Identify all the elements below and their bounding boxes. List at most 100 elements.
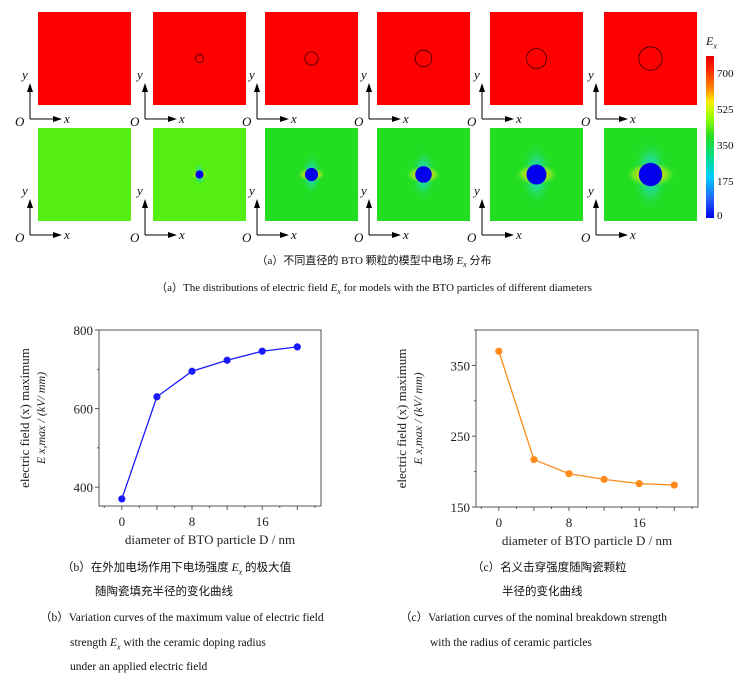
colorbar-label-sub: x <box>713 41 717 51</box>
axis-indicator: y x O <box>347 67 409 129</box>
matrix-region <box>604 12 697 105</box>
field-panel-4 <box>377 128 470 221</box>
plot-frame <box>475 329 699 508</box>
colorbar-label-e: E <box>706 34 714 48</box>
caption-c-zh-line1: （c）名义击穿强度随陶瓷颗粒 <box>472 562 627 574</box>
x-tick-label: 16 <box>256 514 270 529</box>
caption-b-zh-line1: （b）在外加电场作用下电场强度 Ex 的极大值 <box>62 557 291 583</box>
caption-b-en-line1: （b）Variation curves of the maximum value… <box>40 612 324 624</box>
axis-label-origin: O <box>581 230 591 245</box>
model-panel-2 <box>153 12 246 105</box>
x-axis-label: diameter of BTO particle D / nm <box>502 533 672 548</box>
caption-a-zh-suffix: 分布 <box>466 255 492 267</box>
particle-core <box>415 166 432 183</box>
caption-b-en-suffix: with the ceramic doping radius <box>120 637 266 649</box>
axis-label-x: x <box>179 227 185 242</box>
axis-indicator: y x O <box>347 183 409 245</box>
data-point <box>118 495 126 503</box>
x-axis-label: diameter of BTO particle D / nm <box>125 532 295 547</box>
y-tick-label: 600 <box>74 402 94 417</box>
caption-b-zh-line2: 随陶瓷填充半径的变化曲线 <box>95 586 233 598</box>
matrix-region <box>153 12 246 105</box>
particle-outline <box>195 54 204 63</box>
data-point <box>223 356 231 364</box>
y-axis-label-line2: E x,max / (kV/ mm) <box>34 372 48 465</box>
particle-outline <box>304 51 319 66</box>
axis-indicator: y x O <box>8 67 70 129</box>
y-tick-label: 250 <box>451 429 471 444</box>
axis-indicator: y x O <box>574 67 636 129</box>
caption-b-en-line2: strength Ex with the ceramic doping radi… <box>70 632 266 658</box>
colorbar <box>706 56 714 218</box>
particle-core <box>304 167 319 182</box>
data-point <box>530 455 538 464</box>
axis-indicator: y x O <box>123 67 185 129</box>
axis-label-x: x <box>630 227 636 242</box>
y-axis-label-line1: electric field (x) maximum <box>17 348 32 488</box>
caption-a-zh-sub: x <box>463 260 467 270</box>
model-panel-5 <box>490 12 583 105</box>
axis-indicator: y x O <box>8 183 70 245</box>
x-tick-label: 0 <box>119 514 126 529</box>
caption-b-en-sub: x <box>116 642 121 652</box>
axis-indicator: y x O <box>235 183 297 245</box>
axis-label-y: y <box>137 183 143 198</box>
matrix-region <box>38 12 131 105</box>
axis-label-origin: O <box>130 230 140 245</box>
axis-label-origin: O <box>15 114 25 129</box>
field-panel-5 <box>490 128 583 221</box>
data-point <box>153 393 161 401</box>
axis-label-x: x <box>64 111 70 126</box>
colorbar-tick-0: 0 <box>717 210 723 222</box>
y-tick-label: 400 <box>74 480 94 495</box>
axis-label-origin: O <box>242 114 252 129</box>
data-point <box>600 475 608 483</box>
x-tick-label: 0 <box>496 515 503 530</box>
y-tick-label: 800 <box>74 323 94 338</box>
axis-label-y: y <box>22 183 28 198</box>
caption-a-en-sub: x <box>337 287 341 297</box>
data-point <box>495 347 503 355</box>
axis-label-origin: O <box>354 230 364 245</box>
colorbar-tick-175: 175 <box>717 176 734 188</box>
axis-label-x: x <box>516 227 522 242</box>
axis-label-y: y <box>588 67 594 82</box>
caption-b-zh-sub: x <box>238 567 243 577</box>
caption-b-en-prefix: strength <box>70 637 110 649</box>
axis-indicator: y x O <box>574 183 636 245</box>
field-background <box>38 128 131 221</box>
data-point <box>565 470 573 478</box>
particle-core <box>195 170 204 179</box>
plot-frame <box>98 329 322 507</box>
matrix-region <box>377 12 470 105</box>
axis-label-origin: O <box>130 114 140 129</box>
field-panel-1 <box>38 128 131 221</box>
model-panel-3 <box>265 12 358 105</box>
caption-b-zh-e: E <box>231 562 239 574</box>
caption-a-en: （a）The distributions of electric field E… <box>0 279 748 296</box>
colorbar-tick-525: 525 <box>717 104 734 116</box>
caption-a-en-prefix: （a）The distributions of electric field <box>156 282 331 294</box>
axis-indicator: y x O <box>460 183 522 245</box>
y-tick-label: 350 <box>451 358 471 373</box>
matrix-region <box>490 12 583 105</box>
axis-label-origin: O <box>467 114 477 129</box>
data-point <box>258 347 266 355</box>
x-tick-label: 8 <box>189 514 196 529</box>
data-point <box>293 343 301 351</box>
caption-b-zh-prefix: （b）在外加电场作用下电场强度 <box>62 562 232 574</box>
particle-outline <box>638 46 663 71</box>
model-panel-6 <box>604 12 697 105</box>
axis-indicator: y x O <box>460 67 522 129</box>
axis-label-x: x <box>291 111 297 126</box>
axis-label-x: x <box>291 227 297 242</box>
axis-indicator: y x O <box>235 67 297 129</box>
caption-c-en-line1: （c）Variation curves of the nominal break… <box>400 612 667 624</box>
axis-indicator: y x O <box>123 183 185 245</box>
axis-label-x: x <box>403 227 409 242</box>
axis-label-y: y <box>361 67 367 82</box>
y-axis-label-line1: electric field (x) maximum <box>394 349 409 489</box>
particle-outline <box>526 48 547 69</box>
axis-label-x: x <box>179 111 185 126</box>
axis-label-x: x <box>516 111 522 126</box>
